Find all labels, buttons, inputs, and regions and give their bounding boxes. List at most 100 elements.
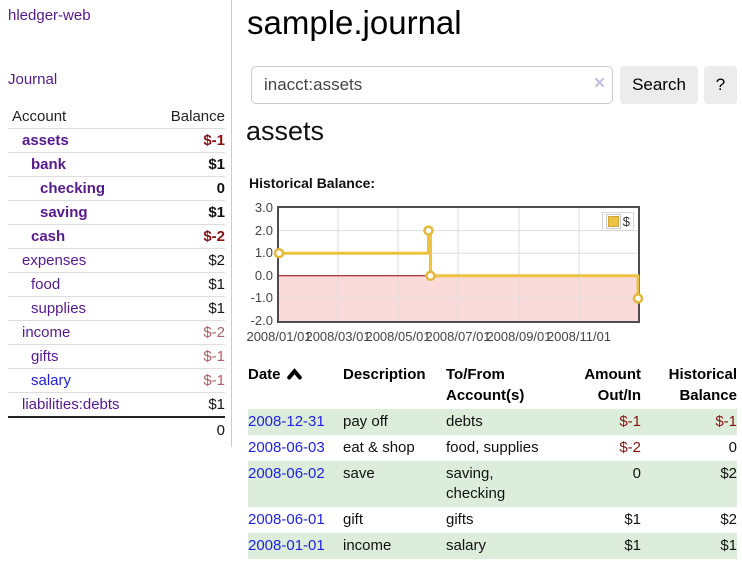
register-table: Date Description To/From Account(s) Amou… [248, 362, 737, 559]
chart-series [273, 208, 644, 321]
account-row: gifts $-1 [8, 344, 225, 368]
sidebar: hledger-web Journal Account Balance asse… [0, 0, 232, 447]
account-tree-header: Account Balance [8, 104, 225, 128]
account-row: assets $-1 [8, 128, 225, 152]
sidebar-account-link[interactable]: income [22, 324, 71, 341]
transaction-date-link[interactable]: 2008-06-01 [248, 511, 325, 528]
transaction-amount: $1 [558, 533, 641, 559]
x-axis-tick-label: 2008/07/01 [425, 329, 491, 344]
x-axis-tick-label: 2008/09/01 [486, 329, 552, 344]
account-balance: $1 [208, 204, 225, 221]
sort-ascending-icon [286, 368, 302, 380]
date-header-label: Date [248, 366, 281, 383]
transaction-balance: $2 [720, 511, 737, 528]
transaction-accounts: salary [446, 533, 558, 559]
sidebar-account-link[interactable]: bank [31, 156, 67, 173]
transaction-balance: $1 [641, 533, 737, 559]
transaction-description: save [343, 461, 446, 507]
account-row: saving $1 [8, 200, 225, 224]
transaction-description: pay off [343, 409, 446, 435]
transaction-date-link[interactable]: 2008-01-01 [248, 537, 325, 554]
account-rows: assets $-1 bank $1 checking 0 saving $1 cash $-2 e… [8, 128, 225, 416]
x-axis-tick-label: 2008/05/01 [365, 329, 431, 344]
account-balance: $1 [208, 396, 225, 413]
register-row: 2008-06-03 eat & shop food, supplies $-2 0 [248, 435, 737, 461]
y-axis-tick-label: 0.0 [254, 267, 273, 283]
register-row: 2008-12-31 pay off debts $-1 $-1 [248, 409, 737, 435]
sidebar-account-link[interactable]: checking [40, 180, 106, 197]
sidebar-account-link[interactable]: gifts [31, 348, 59, 365]
help-button[interactable]: ? [704, 66, 737, 104]
sidebar-account-link[interactable]: saving [40, 204, 88, 221]
register-row: 2008-01-01 income salary $1 $1 [248, 533, 737, 559]
transaction-description: income [343, 533, 446, 559]
account-balance: $1 [208, 156, 225, 173]
transaction-balance: $2 [641, 461, 737, 507]
sidebar-account-link[interactable]: salary [31, 372, 72, 389]
account-balance: 0 [216, 180, 225, 197]
x-axis-tick-label: 2008/01/01 [246, 329, 312, 344]
account-balance: $-1 [203, 132, 225, 149]
transaction-amount: $1 [624, 511, 641, 528]
account-column-header: Account [12, 107, 67, 125]
account-row: cash $-2 [8, 224, 225, 248]
transaction-description: eat & shop [343, 439, 415, 456]
transaction-date-link[interactable]: 2008-12-31 [248, 413, 325, 430]
transaction-amount: $-1 [558, 409, 641, 435]
x-axis-tick-label: 2008/11/01 [546, 329, 612, 344]
account-balance: $-1 [203, 348, 225, 365]
chart-plot-area: $ [273, 206, 644, 323]
balance-column-header: Balance [170, 107, 225, 125]
sidebar-account-link[interactable]: supplies [31, 300, 87, 317]
column-header-amount: Amount Out/In [584, 366, 641, 404]
column-header-description: Description [343, 366, 426, 383]
account-row: salary $-1 [8, 368, 225, 392]
page-title: sample.journal [247, 4, 462, 41]
transaction-balance: 0 [728, 439, 737, 456]
account-row: food $1 [8, 272, 225, 296]
account-tree: Account Balance assets $-1 bank $1 checking 0… [8, 104, 225, 442]
account-balance: $-1 [203, 372, 225, 389]
transaction-amount: $-2 [619, 439, 641, 456]
sidebar-account-link[interactable]: food [31, 276, 61, 293]
transaction-description: gift [343, 511, 364, 528]
account-balance: $2 [208, 252, 225, 269]
account-row: bank $1 [8, 152, 225, 176]
transaction-accounts: gifts [446, 511, 474, 528]
sidebar-account-link[interactable]: expenses [22, 252, 87, 269]
y-axis-tick-label: -1.0 [250, 290, 273, 306]
sidebar-account-link[interactable]: assets [22, 132, 69, 149]
account-heading: assets [246, 116, 325, 146]
transaction-accounts: debts [446, 409, 558, 435]
account-row: income $-2 [8, 320, 225, 344]
historical-balance-chart: 3.0 2.0 1.0 0.0 -1.0 -2.0 $ 2008/01/01 2008/03… [244, 200, 644, 348]
transaction-date-link[interactable]: 2008-06-03 [248, 439, 325, 456]
account-balance: $-2 [203, 324, 225, 341]
chart-legend: $ [601, 212, 634, 231]
account-balance: $1 [208, 276, 225, 293]
search-input[interactable] [251, 66, 613, 104]
register-body: 2008-12-31 pay off debts $-1 $-1 2008-06-03 ea… [248, 409, 737, 559]
transaction-balance: $-1 [641, 409, 737, 435]
account-balance: $-2 [203, 228, 225, 245]
account-row: checking 0 [8, 176, 225, 200]
y-axis-tick-label: 2.0 [254, 222, 273, 238]
y-axis-tick-label: 1.0 [254, 245, 273, 261]
series-label: $ [622, 214, 630, 229]
y-axis-tick-label: 3.0 [254, 200, 273, 215]
sidebar-account-link[interactable]: cash [31, 228, 66, 245]
transaction-amount: 0 [558, 461, 641, 507]
app-title-link[interactable]: hledger-web [8, 7, 91, 24]
clear-search-icon[interactable]: × [594, 73, 606, 94]
account-row: expenses $2 [8, 248, 225, 272]
y-axis-tick-label: -2.0 [250, 313, 273, 328]
search-button[interactable]: Search [620, 66, 698, 104]
column-header-accounts: To/From Account(s) [446, 366, 525, 404]
sidebar-item-journal[interactable]: Journal [8, 71, 58, 88]
register-row: 2008-06-01 gift gifts $1 $2 [248, 507, 737, 533]
sidebar-account-link[interactable]: liabilities:debts [22, 396, 120, 413]
transaction-date-link[interactable]: 2008-06-02 [248, 465, 325, 482]
column-header-date[interactable]: Date [248, 362, 343, 409]
transaction-accounts: saving, checking [446, 461, 558, 507]
